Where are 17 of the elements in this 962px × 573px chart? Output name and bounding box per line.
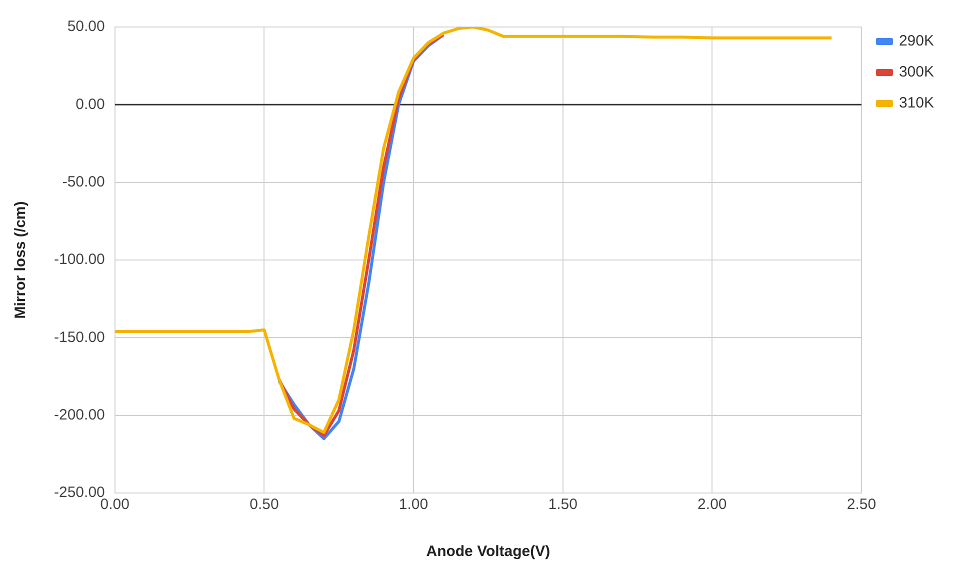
x-tick-label: 2.00	[698, 496, 727, 514]
x-tick-label: 1.00	[398, 496, 428, 514]
y-axis-title: Mirror loss (/cm)	[12, 201, 30, 319]
x-tick-label: 0.00	[100, 496, 130, 514]
x-tick-label: 2.50	[846, 496, 876, 514]
y-tick-label: -200.00	[54, 406, 105, 424]
y-tick-label: -150.00	[54, 328, 105, 346]
y-tick-label: -100.00	[54, 251, 105, 268]
x-axis-title: Anode Voltage(V)	[426, 543, 550, 560]
x-tick-label: 0.50	[250, 496, 279, 514]
y-tick-label: -50.00	[62, 173, 105, 190]
y-tick-label: 0.00	[76, 96, 105, 113]
x-tick-label: 1.50	[548, 496, 578, 514]
legend-label: 300K	[898, 64, 934, 81]
legend-label: 290K	[898, 32, 934, 50]
legend-label: 310K	[898, 94, 934, 112]
y-tick-label: 50.00	[67, 18, 105, 36]
